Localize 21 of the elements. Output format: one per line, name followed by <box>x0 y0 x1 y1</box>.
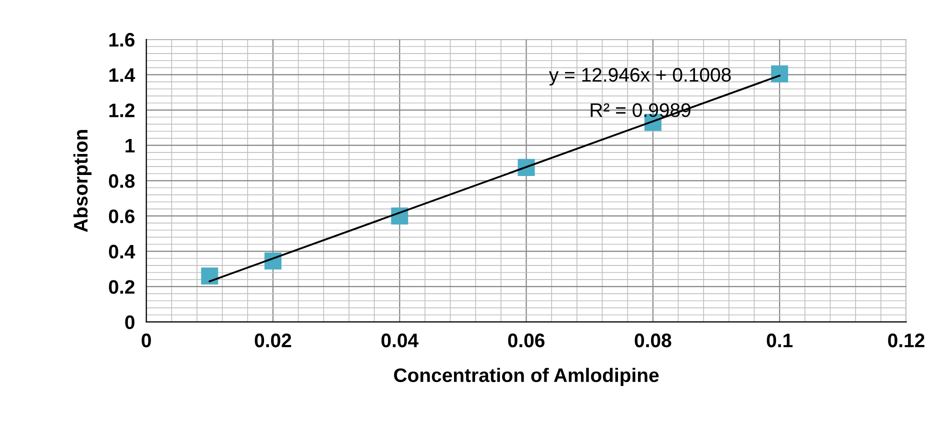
x-tick-label: 0.06 <box>508 334 544 348</box>
point <box>201 268 218 285</box>
y-tick-label: 0.8 <box>108 174 135 188</box>
y-axis-title: Absorption <box>73 130 92 232</box>
y-tick-label: 0.4 <box>108 244 136 259</box>
y-tick-label: 1 <box>126 139 135 152</box>
x-axis-title: Concentration of Amlodipine <box>394 368 659 386</box>
y-tick-label: 1.2 <box>109 104 134 118</box>
y-tick-label: 1.6 <box>109 32 135 47</box>
y-tick-label: 0.6 <box>108 209 135 224</box>
x-tick-label: 0.02 <box>254 334 292 348</box>
annotation: y = 12.946x + 0.1008 <box>548 68 731 86</box>
y-tick-label: 0.2 <box>108 280 134 294</box>
x-tick-label: 0 <box>142 334 151 348</box>
x-tick-label: 0.12 <box>888 334 924 348</box>
x-tick-label: 0.04 <box>381 334 418 348</box>
x-tick-label: 0.1 <box>766 334 793 348</box>
y-tick-label: 1.4 <box>109 68 136 82</box>
point <box>771 65 788 82</box>
y-tick-label: 0 <box>125 315 134 330</box>
x-tick-label: 0.08 <box>634 334 672 348</box>
